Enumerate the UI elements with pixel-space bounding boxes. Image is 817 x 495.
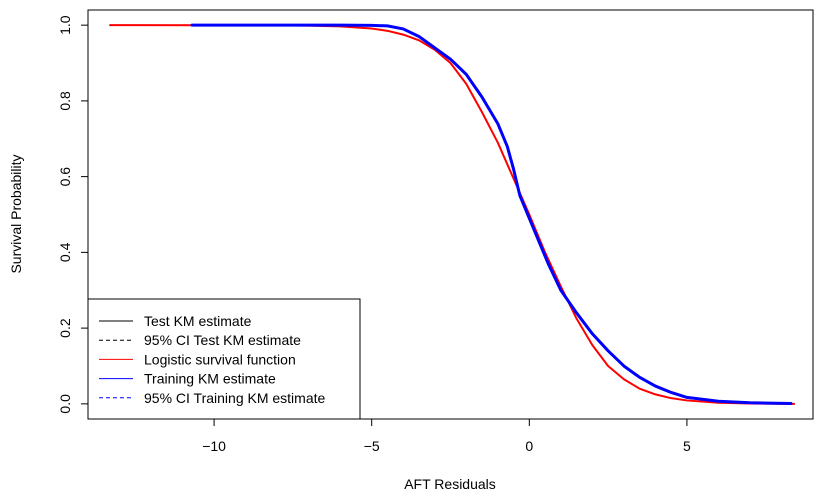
x-tick-label: 0 xyxy=(525,438,533,454)
x-tick-label: −10 xyxy=(202,438,226,454)
y-tick-label: 0.4 xyxy=(57,242,73,262)
y-tick-label: 0.2 xyxy=(57,318,73,338)
legend: Test KM estimate 95% CI Test KM estimate L… xyxy=(87,298,361,420)
legend-label: 95% CI Test KM estimate xyxy=(144,332,301,348)
x-tick-label: −5 xyxy=(364,438,380,454)
series-line-1 xyxy=(190,23,793,405)
legend-label: 95% CI Training KM estimate xyxy=(144,390,326,406)
series-line-0 xyxy=(109,24,796,405)
y-axis: 0.0 0.2 0.4 0.6 0.8 1.0 xyxy=(57,15,88,414)
legend-label: Test KM estimate xyxy=(144,313,252,329)
y-tick-label: 0.8 xyxy=(57,91,73,111)
x-axis-label: AFT Residuals xyxy=(404,476,496,492)
x-tick-label: 5 xyxy=(683,438,691,454)
plot-frame xyxy=(87,9,814,420)
y-axis-label: Survival Probability xyxy=(8,154,24,273)
y-tick-label: 1.0 xyxy=(57,15,73,35)
x-axis: −10 −5 0 5 xyxy=(202,419,691,454)
y-tick-label: 0.6 xyxy=(57,167,73,187)
y-tick-label: 0.0 xyxy=(57,394,73,414)
legend-label: Logistic survival function xyxy=(144,351,296,367)
legend-box xyxy=(87,298,361,420)
legend-label: Training KM estimate xyxy=(144,371,276,387)
series-layer xyxy=(109,23,796,405)
